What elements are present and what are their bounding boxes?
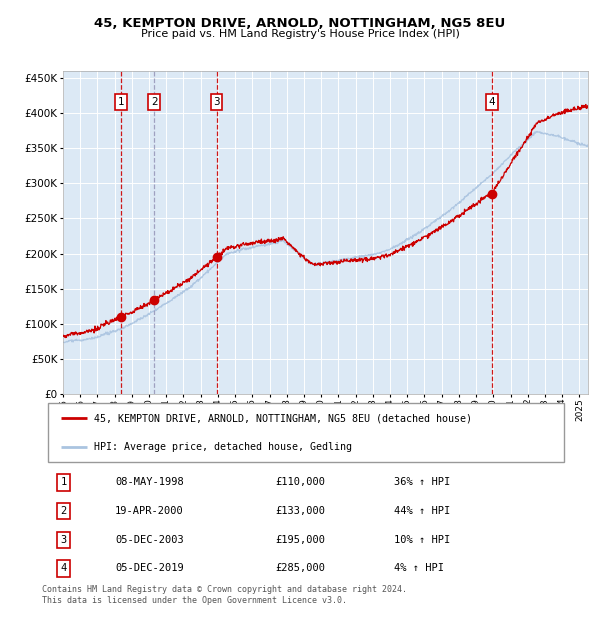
Text: 1: 1 (118, 97, 124, 107)
Text: 36% ↑ HPI: 36% ↑ HPI (394, 477, 450, 487)
Text: 05-DEC-2019: 05-DEC-2019 (115, 564, 184, 574)
Text: £110,000: £110,000 (275, 477, 325, 487)
Text: £133,000: £133,000 (275, 506, 325, 516)
Text: 3: 3 (213, 97, 220, 107)
Text: 1: 1 (61, 477, 67, 487)
Text: Contains HM Land Registry data © Crown copyright and database right 2024.
This d: Contains HM Land Registry data © Crown c… (42, 585, 407, 605)
Text: 10% ↑ HPI: 10% ↑ HPI (394, 535, 450, 545)
Text: 44% ↑ HPI: 44% ↑ HPI (394, 506, 450, 516)
Text: 45, KEMPTON DRIVE, ARNOLD, NOTTINGHAM, NG5 8EU: 45, KEMPTON DRIVE, ARNOLD, NOTTINGHAM, N… (94, 17, 506, 30)
FancyBboxPatch shape (48, 403, 564, 462)
Text: £195,000: £195,000 (275, 535, 325, 545)
Text: 05-DEC-2003: 05-DEC-2003 (115, 535, 184, 545)
Text: 4: 4 (61, 564, 67, 574)
Text: HPI: Average price, detached house, Gedling: HPI: Average price, detached house, Gedl… (94, 441, 352, 451)
Text: 4: 4 (488, 97, 495, 107)
Text: 08-MAY-1998: 08-MAY-1998 (115, 477, 184, 487)
Text: 19-APR-2000: 19-APR-2000 (115, 506, 184, 516)
Text: 4% ↑ HPI: 4% ↑ HPI (394, 564, 444, 574)
Text: 2: 2 (61, 506, 67, 516)
Text: 45, KEMPTON DRIVE, ARNOLD, NOTTINGHAM, NG5 8EU (detached house): 45, KEMPTON DRIVE, ARNOLD, NOTTINGHAM, N… (94, 414, 472, 423)
Text: 2: 2 (151, 97, 158, 107)
Text: £285,000: £285,000 (275, 564, 325, 574)
Text: Price paid vs. HM Land Registry's House Price Index (HPI): Price paid vs. HM Land Registry's House … (140, 29, 460, 39)
Text: 3: 3 (61, 535, 67, 545)
